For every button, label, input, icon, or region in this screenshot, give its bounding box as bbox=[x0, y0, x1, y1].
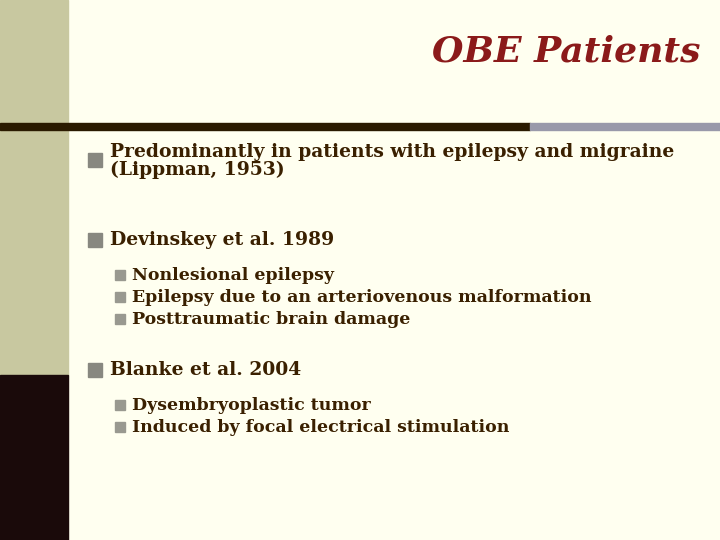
Text: OBE Patients: OBE Patients bbox=[431, 35, 700, 69]
Text: Dysembryoplastic tumor: Dysembryoplastic tumor bbox=[132, 396, 371, 414]
Bar bbox=[88, 233, 102, 247]
Bar bbox=[115, 314, 125, 324]
Text: Nonlesional epilepsy: Nonlesional epilepsy bbox=[132, 267, 334, 284]
Bar bbox=[115, 270, 125, 280]
Text: Predominantly in patients with epilepsy and migraine: Predominantly in patients with epilepsy … bbox=[110, 143, 674, 161]
Bar bbox=[115, 422, 125, 432]
Bar bbox=[530, 123, 720, 130]
Text: Blanke et al. 2004: Blanke et al. 2004 bbox=[110, 361, 301, 379]
Bar bbox=[88, 153, 102, 167]
Bar bbox=[88, 363, 102, 377]
Text: Induced by focal electrical stimulation: Induced by focal electrical stimulation bbox=[132, 418, 509, 435]
Text: Devinskey et al. 1989: Devinskey et al. 1989 bbox=[110, 231, 334, 249]
Text: Epilepsy due to an arteriovenous malformation: Epilepsy due to an arteriovenous malform… bbox=[132, 288, 592, 306]
Text: (Lippman, 1953): (Lippman, 1953) bbox=[110, 161, 284, 179]
Text: Posttraumatic brain damage: Posttraumatic brain damage bbox=[132, 310, 410, 327]
Bar bbox=[115, 292, 125, 302]
Bar bbox=[0, 123, 530, 130]
Bar bbox=[0, 0, 68, 375]
Bar bbox=[115, 400, 125, 410]
Bar bbox=[0, 375, 68, 540]
